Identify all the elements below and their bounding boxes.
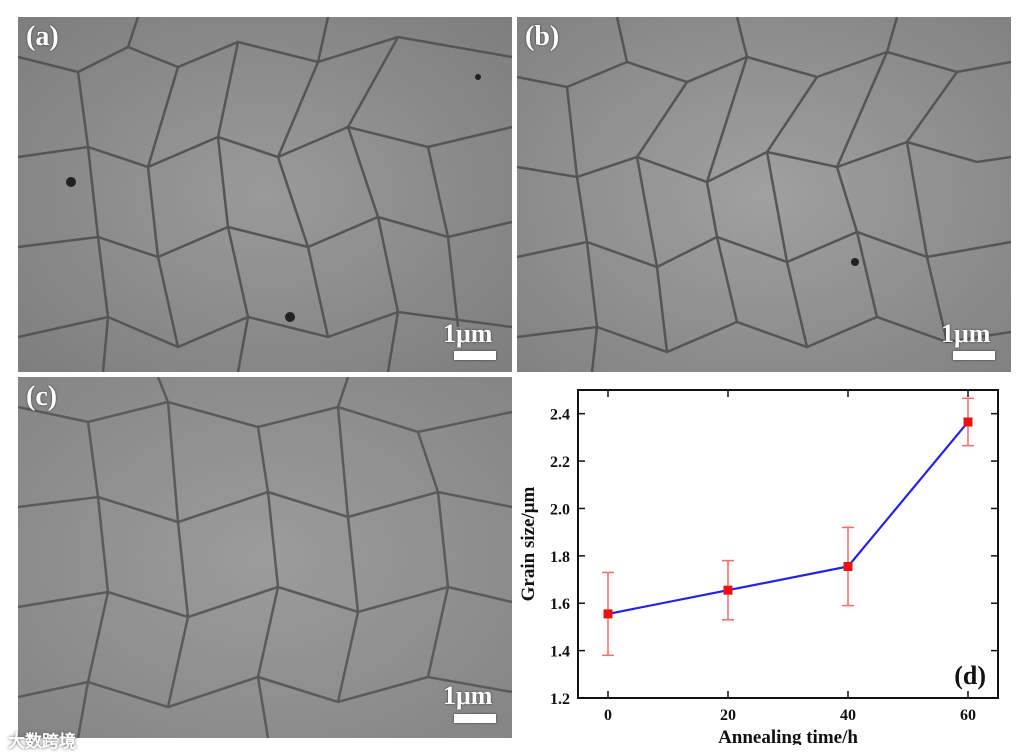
sem-image-b: (b) 1μm: [517, 17, 1011, 372]
y-tick-label: 1.8: [550, 549, 570, 566]
y-axis-label: Grain size/μm: [518, 486, 539, 601]
panel-label-a: (a): [26, 21, 59, 52]
data-point: [963, 417, 973, 427]
sem-image-c: (c) 1μm: [18, 377, 512, 738]
grain-size-chart: 1.2 1.4 1.6 1.8 2.0 2.2 2.4 0 20 40 60 Annealing ti…: [514, 378, 1014, 748]
panel-label-c: (c): [26, 381, 58, 412]
y-tick-label: 2.2: [550, 454, 570, 471]
y-tick-label: 2.0: [550, 501, 570, 518]
data-point: [843, 562, 853, 572]
x-tick-label: 40: [840, 707, 856, 724]
scale-bar-b: [953, 351, 995, 360]
y-tick-label: 2.4: [550, 407, 570, 424]
x-tick-label: 60: [960, 707, 976, 724]
x-tick-label: 0: [604, 707, 612, 724]
grain-texture-c: [18, 377, 512, 738]
x-tick-label: 20: [720, 707, 736, 724]
scale-bar-c: [454, 714, 496, 723]
series-line: [607, 421, 969, 615]
scale-bar-label-a: 1μm: [443, 319, 493, 348]
y-tick-label: 1.4: [550, 644, 570, 661]
data-point: [603, 609, 613, 619]
chart-svg: 1.2 1.4 1.6 1.8 2.0 2.2 2.4 0 20 40 60 Annealing ti…: [518, 389, 999, 748]
scale-bar-label-c: 1μm: [443, 681, 493, 710]
watermark: 大数跨境: [8, 732, 76, 752]
grain-texture-b: [517, 17, 1011, 372]
plot-frame: [577, 389, 999, 699]
y-tick-label: 1.6: [550, 596, 570, 613]
y-tick-label: 1.2: [550, 691, 570, 708]
data-point: [723, 585, 733, 595]
scale-bar-label-b: 1μm: [941, 319, 991, 348]
scale-bar-a: [454, 351, 496, 360]
panel-label-b: (b): [525, 21, 560, 52]
grain-texture-a: [18, 17, 512, 372]
sem-image-a: (a) 1μm: [18, 17, 512, 372]
x-axis-label: Annealing time/h: [718, 727, 858, 745]
panel-label-d: (d): [954, 661, 986, 690]
